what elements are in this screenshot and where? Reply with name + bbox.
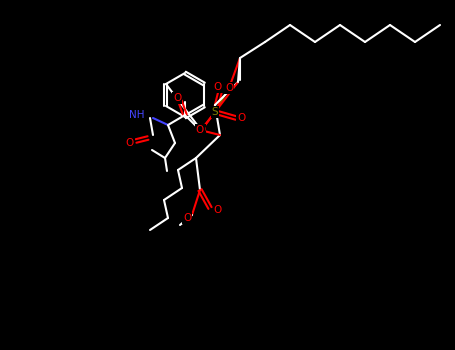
Text: S: S bbox=[212, 107, 218, 117]
Text: O: O bbox=[225, 83, 233, 93]
Text: O: O bbox=[197, 125, 205, 135]
Text: O: O bbox=[183, 213, 191, 223]
Text: NH: NH bbox=[130, 110, 145, 120]
Text: O: O bbox=[214, 205, 222, 215]
Text: O: O bbox=[126, 138, 134, 148]
Text: O: O bbox=[173, 93, 181, 103]
Text: O: O bbox=[237, 113, 245, 123]
Text: O: O bbox=[196, 125, 204, 135]
Text: O: O bbox=[214, 82, 222, 92]
